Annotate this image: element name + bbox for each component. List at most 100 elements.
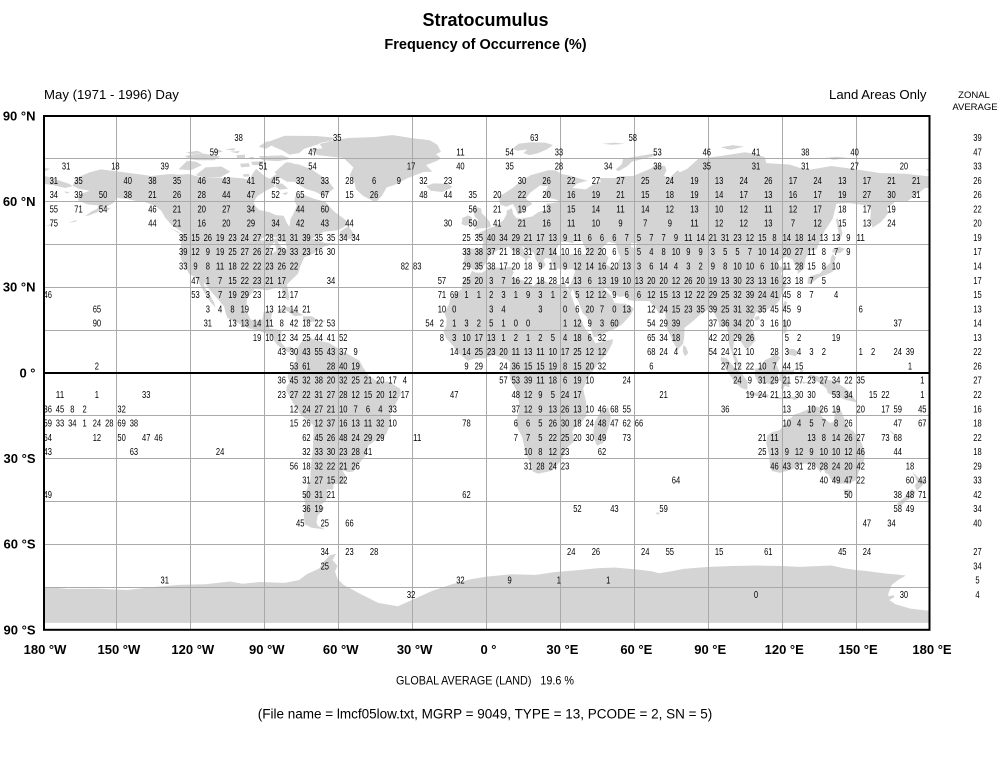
svg-text:24: 24 [740,176,749,187]
svg-text:22: 22 [241,262,250,273]
svg-text:19: 19 [573,376,582,387]
svg-text:19: 19 [315,504,324,515]
svg-text:33: 33 [555,147,564,158]
svg-text:6: 6 [563,376,567,387]
svg-text:20: 20 [900,162,909,173]
svg-text:8: 8 [230,304,234,315]
svg-text:19: 19 [610,276,619,287]
svg-text:0: 0 [452,304,456,315]
svg-text:12: 12 [388,390,397,401]
svg-text:27: 27 [820,376,829,387]
svg-text:47: 47 [973,147,982,158]
svg-text:21: 21 [339,461,348,472]
svg-text:29: 29 [709,290,718,301]
svg-text:28: 28 [555,162,564,173]
svg-text:10: 10 [832,447,841,458]
svg-text:10: 10 [586,376,595,387]
svg-text:22: 22 [973,204,982,215]
svg-text:14: 14 [253,319,262,330]
svg-text:11: 11 [413,433,422,444]
svg-text:2: 2 [699,262,703,273]
svg-text:48: 48 [512,390,521,401]
svg-text:13: 13 [973,304,982,315]
svg-text:21: 21 [783,376,792,387]
svg-text:20: 20 [721,333,730,344]
svg-text:17: 17 [740,190,749,201]
svg-text:22: 22 [973,347,982,358]
svg-text:7: 7 [514,433,518,444]
svg-text:12: 12 [647,290,656,301]
svg-text:34: 34 [973,561,982,572]
svg-text:27: 27 [315,404,324,415]
svg-text:13: 13 [832,233,841,244]
svg-text:65: 65 [647,333,656,344]
svg-text:3: 3 [489,276,493,287]
svg-text:3: 3 [489,304,493,315]
svg-text:1: 1 [464,290,468,301]
svg-text:29: 29 [475,362,484,373]
svg-text:37: 37 [327,419,336,430]
svg-text:1: 1 [859,347,863,358]
svg-text:9: 9 [563,233,567,244]
svg-text:33: 33 [973,476,982,487]
svg-text:22: 22 [524,276,533,287]
svg-text:19: 19 [832,404,841,415]
svg-text:35: 35 [333,133,342,144]
svg-text:1: 1 [501,319,505,330]
svg-text:40: 40 [820,476,829,487]
svg-text:19: 19 [746,390,755,401]
svg-text:47: 47 [844,476,853,487]
svg-text:9: 9 [588,319,592,330]
svg-text:34: 34 [351,233,360,244]
svg-text:60 °S: 60 °S [4,537,36,552]
svg-text:27: 27 [222,204,231,215]
svg-text:11: 11 [265,319,274,330]
svg-text:1: 1 [501,333,505,344]
svg-text:18: 18 [111,162,120,173]
svg-text:27: 27 [721,362,730,373]
svg-text:30 °N: 30 °N [3,280,36,295]
svg-text:90 °S: 90 °S [4,622,36,637]
svg-text:55: 55 [623,404,632,415]
svg-text:120 °W: 120 °W [171,642,215,657]
svg-text:24: 24 [93,419,102,430]
svg-text:21: 21 [265,276,274,287]
svg-text:17: 17 [401,390,410,401]
svg-text:33: 33 [388,404,397,415]
svg-text:45: 45 [918,404,927,415]
svg-text:30: 30 [807,390,816,401]
svg-text:10: 10 [561,247,570,258]
svg-text:35: 35 [173,176,182,187]
svg-text:33: 33 [179,262,188,273]
svg-text:39: 39 [709,304,718,315]
svg-text:43: 43 [278,347,287,358]
svg-text:7: 7 [649,233,653,244]
svg-text:41: 41 [752,147,761,158]
svg-text:44: 44 [345,219,354,230]
svg-text:35: 35 [475,262,484,273]
svg-text:34: 34 [290,333,299,344]
svg-text:7: 7 [791,219,795,230]
svg-text:9: 9 [354,347,358,358]
svg-text:35: 35 [857,376,866,387]
svg-text:3: 3 [464,319,468,330]
svg-text:24: 24 [758,290,767,301]
svg-text:14: 14 [807,233,816,244]
svg-text:29: 29 [278,247,287,258]
svg-text:12: 12 [598,290,607,301]
svg-text:66: 66 [635,419,644,430]
svg-text:18: 18 [524,262,533,273]
svg-text:21: 21 [148,190,157,201]
svg-text:12: 12 [740,219,749,230]
svg-text:54: 54 [308,162,317,173]
svg-text:0: 0 [754,590,758,601]
svg-text:3: 3 [501,290,505,301]
svg-text:13: 13 [758,276,767,287]
svg-text:19: 19 [690,190,699,201]
svg-text:5: 5 [551,333,555,344]
svg-text:6: 6 [588,276,592,287]
svg-text:18: 18 [573,333,582,344]
svg-text:15: 15 [641,190,650,201]
svg-text:32: 32 [376,419,385,430]
svg-text:19: 19 [973,233,982,244]
